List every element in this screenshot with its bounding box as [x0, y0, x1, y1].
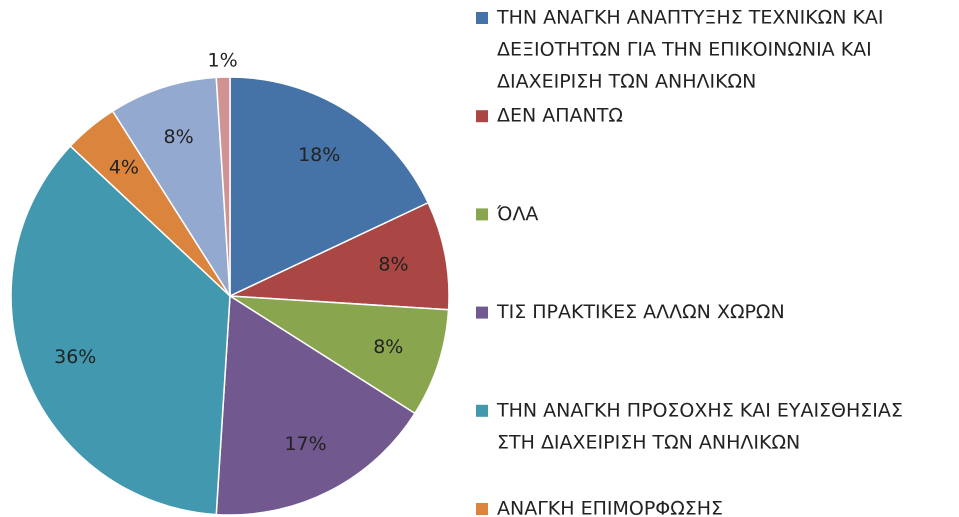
pie-slice — [215, 76, 231, 297]
legend-swatch — [476, 503, 488, 515]
legend-swatch — [476, 208, 488, 221]
legend-label: ΔΕΞΙΟΤΗΤΩΝ ΓΙΑ ΤΗΝ ΕΠΙΚΟΙΝΩΝΙΑ ΚΑΙ — [497, 39, 872, 61]
legend-swatch — [476, 404, 488, 417]
data-label: 8% — [378, 253, 408, 275]
legend-label: ΔΕΝ ΑΠΑΝΤΩ — [497, 105, 623, 127]
legend-label: ΤΙΣ ΠΡΑΚΤΙΚΕΣ ΑΛΛΩΝ ΧΩΡΩΝ — [496, 301, 785, 323]
data-label: 8% — [373, 336, 403, 358]
data-label: 8% — [163, 126, 193, 148]
legend-label: ΤΗΝ ΑΝΑΓΚΗ ΑΝΑΠΤΥΞΗΣ ΤΕΧΝΙΚΩΝ ΚΑΙ — [496, 7, 884, 29]
data-label: 1% — [208, 50, 238, 72]
data-label: 17% — [284, 433, 326, 455]
pie-slice — [10, 145, 231, 516]
pie-slice — [229, 201, 450, 311]
data-label: 36% — [54, 346, 96, 368]
legend-label: ΣΤΗ ΔΙΑΧΕΙΡΙΣΗ ΤΩΝ ΑΝΗΛΙΚΩΝ — [497, 431, 800, 453]
legend-swatch — [476, 306, 488, 319]
pie-slice — [229, 76, 430, 298]
pie-slice — [111, 76, 231, 297]
legend-swatch — [476, 12, 488, 24]
data-label: 4% — [109, 156, 139, 178]
pie-slice — [215, 294, 416, 516]
legend-swatch — [476, 110, 488, 123]
legend-label: ΑΝΑΓΚΗ ΕΠΙΜΟΡΦΩΣΗΣ — [497, 498, 723, 517]
data-label: 18% — [298, 144, 340, 166]
pie-slice — [229, 295, 450, 415]
legend-label: ΔΙΑΧΕΙΡΙΣΗ ΤΩΝ ΑΝΗΛΙΚΩΝ — [497, 71, 756, 93]
legend-label: ΤΗΝ ΑΝΑΓΚΗ ΠΡΟΣΟΧΗΣ ΚΑΙ ΕΥΑΙΣΘΗΣΙΑΣ — [496, 399, 903, 421]
legend-label: ΌΛΑ — [496, 203, 538, 225]
